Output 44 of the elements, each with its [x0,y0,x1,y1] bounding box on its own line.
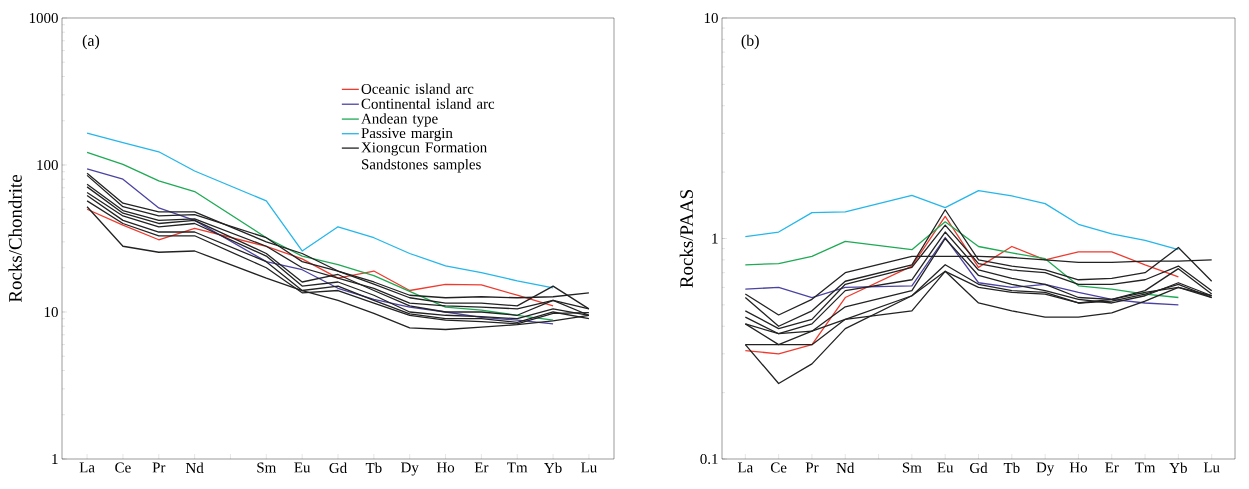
x-tick-label: Tm [1134,462,1156,473]
x-tick-label: Yb [1169,462,1187,474]
x-tick-label: La [737,462,753,473]
x-tick-label: Dy [1036,462,1055,476]
x-tick-label: Ho [436,462,455,473]
x-tick-label: Tb [1003,462,1020,474]
y-tick-label: 10 [44,306,58,318]
x-tick-label: Nd [185,462,204,474]
x-tick-label: Lu [581,462,597,473]
x-tick-label: Eu [294,462,311,473]
x-tick-label: La [79,462,95,473]
legend-label: Oceanic island arc [361,83,474,94]
x-tick-label: Er [474,462,489,473]
y-tick-label: 10 [704,12,718,24]
legend-label: Andean type [361,113,438,127]
x-tick-label: Yb [544,462,562,474]
legend-label: Passive margin [361,128,453,142]
annotation: (a) [82,34,100,50]
y-axis-title: Rocks/Chondrite [8,174,22,303]
x-tick-label: Sm [257,462,277,473]
x-tick-label: Tb [365,462,382,474]
legend-label: Xiongcun Formation Sandstones samples [361,142,487,173]
y-tick-label: 1 [712,233,718,244]
y-tick-label: 1 [52,454,58,464]
x-tick-label: Tm [507,462,528,473]
x-tick-label: Ho [1069,462,1088,473]
x-tick-label: Ce [115,462,131,473]
x-tick-label: Ce [770,462,787,473]
x-tick-label: Pr [805,462,819,473]
x-tick-label: Gd [329,462,347,474]
x-tick-label: Pr [152,462,166,473]
x-tick-label: Dy [401,462,419,476]
y-axis-title: Rocks/PAAS [679,190,693,288]
x-tick-label: Er [1105,462,1119,473]
x-tick-label: Lu [1203,462,1220,473]
annotation: (b) [741,34,759,50]
y-tick-label: 0.1 [700,453,718,465]
x-tick-label: Eu [937,462,954,473]
x-tick-label: Sm [902,462,922,473]
x-tick-label: Nd [836,462,855,474]
y-tick-label: 100 [37,159,58,171]
legend-label: Continental island arc [361,98,495,109]
y-tick-label: 1000 [29,12,58,24]
x-tick-label: Gd [969,462,988,474]
